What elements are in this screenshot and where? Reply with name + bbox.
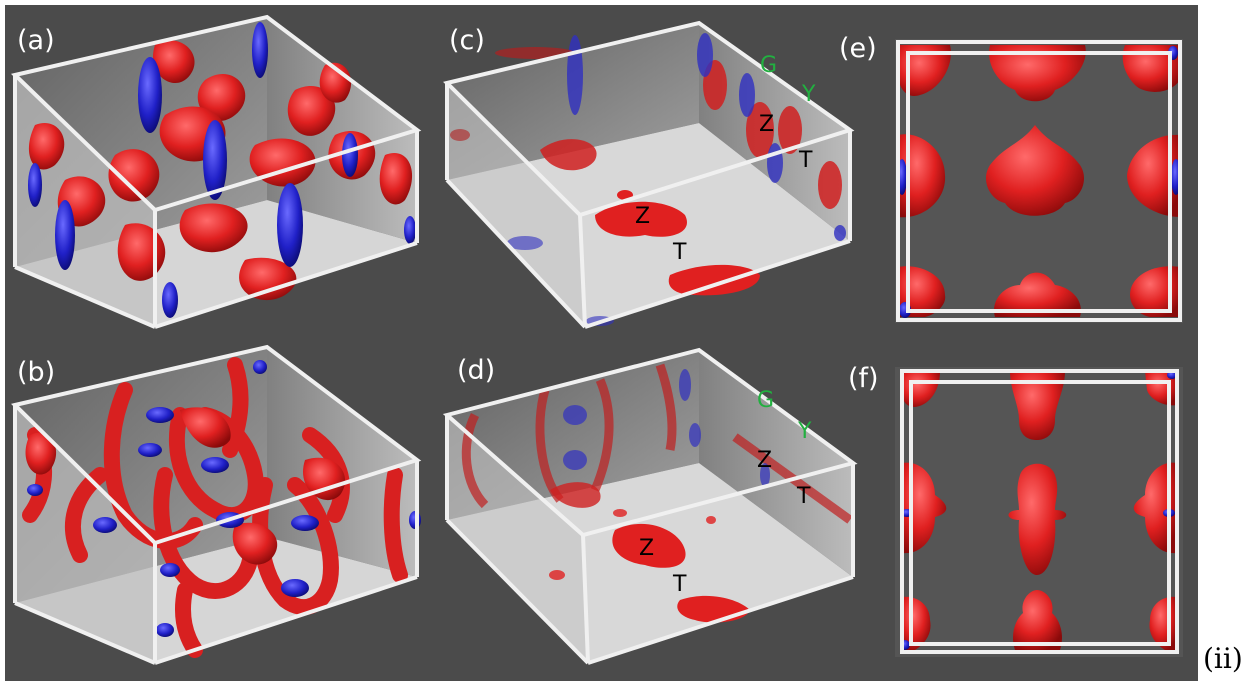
panel-e-label: (e): [839, 33, 877, 64]
panel-e-box-edges: [896, 40, 1182, 322]
panel-d-point-z-floor: Z: [639, 536, 654, 561]
figure-part-label: (ii): [1203, 642, 1243, 675]
panel-c-point-y: Y: [801, 82, 816, 107]
panel-f-box-edges: [900, 369, 1179, 654]
panel-d-point-t-wall: T: [796, 484, 811, 509]
panel-c-point-z-wall: Z: [759, 112, 774, 137]
panel-c-box-edges: [443, 20, 855, 329]
panel-a-label: (a): [17, 25, 55, 56]
figure-svg: (a): [10, 14, 1183, 665]
panel-b-red-surfaces: [25, 407, 346, 565]
panel-c-label: (c): [449, 25, 485, 56]
panel-d-point-g: G: [757, 388, 774, 413]
figure-canvas: (a): [5, 5, 1198, 681]
panel-a: (a): [10, 14, 422, 329]
panel-c: (c) G Y Z T Z T: [443, 20, 855, 329]
panel-a-blue-surfaces: [28, 22, 416, 318]
panel-b-label: (b): [17, 357, 55, 388]
panel-c-left-wall: [447, 83, 585, 327]
panel-c-point-g: G: [760, 53, 777, 78]
panel-c-surfaces: [450, 33, 846, 326]
panel-d-point-y: Y: [797, 419, 812, 444]
panel-e: (e): [839, 33, 1183, 323]
panel-d-left-wall: [447, 415, 588, 663]
panel-d-point-z-wall: Z: [757, 448, 772, 473]
panel-a-box-edges: [10, 14, 422, 329]
panel-d-box-edges: [442, 347, 858, 665]
panel-b-box-edges: [11, 344, 422, 665]
panel-f: (f): [848, 363, 1183, 657]
panel-d-label: (d): [457, 355, 495, 386]
panel-d: (d) G Y Z T Z T: [442, 347, 858, 665]
panel-f-label: (f): [848, 363, 879, 394]
panel-b: (b): [11, 344, 422, 665]
panel-c-point-t-floor: T: [672, 240, 687, 265]
panel-c-point-t-wall: T: [798, 148, 813, 173]
panel-c-right-wall: [699, 23, 850, 241]
panel-a-right-wall: [267, 17, 417, 243]
panel-c-point-z-floor: Z: [635, 204, 650, 229]
panel-d-point-t-floor: T: [672, 572, 687, 597]
